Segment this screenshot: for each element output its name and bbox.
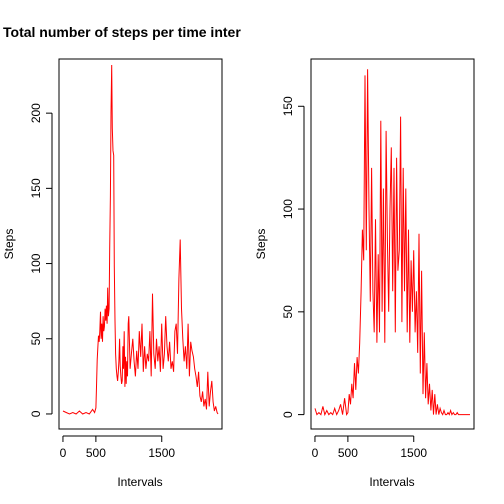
y-tick-label: 150 bbox=[281, 96, 295, 116]
panel-2-series-line bbox=[314, 69, 470, 417]
x-tick-label: 1500 bbox=[400, 446, 427, 460]
panel-1-x-axis: 0 500 1500 bbox=[60, 435, 175, 460]
panel-1-title: Total number of steps per time inter bbox=[3, 24, 241, 40]
panel-1-x-axis-label: Intervals bbox=[117, 475, 162, 489]
y-tick-label: 200 bbox=[29, 103, 43, 123]
panel-2-x-axis: 0 500 1500 bbox=[312, 435, 427, 460]
x-tick-label: 500 bbox=[338, 446, 358, 460]
panel-1-plot-box bbox=[58, 58, 223, 430]
x-tick-label: 0 bbox=[60, 446, 67, 460]
y-tick-label: 50 bbox=[281, 305, 295, 319]
y-tick-label: 0 bbox=[281, 411, 295, 418]
panel-1-series-line bbox=[62, 64, 219, 415]
x-tick-label: 0 bbox=[312, 446, 319, 460]
panel-1: Total number of steps per time inter 0 50… bbox=[2, 24, 241, 489]
y-tick-label: 100 bbox=[281, 199, 295, 219]
panel-2-x-axis-label: Intervals bbox=[369, 475, 414, 489]
y-tick-label: 50 bbox=[29, 332, 43, 346]
panel-2-plot-box bbox=[310, 58, 475, 430]
panel-1-y-axis: 0 50 100 150 200 bbox=[29, 103, 53, 417]
panel-2: 0 500 1500 0 50 100 150 Intervals Steps bbox=[254, 58, 475, 489]
panel-2-y-axis: 0 50 100 150 bbox=[281, 96, 305, 418]
y-tick-label: 150 bbox=[29, 178, 43, 198]
y-tick-label: 100 bbox=[29, 253, 43, 273]
y-tick-label: 0 bbox=[29, 410, 43, 417]
panel-2-y-axis-label: Steps bbox=[254, 229, 268, 260]
x-tick-label: 1500 bbox=[148, 446, 175, 460]
panel-1-y-axis-label: Steps bbox=[2, 229, 16, 260]
x-tick-label: 500 bbox=[86, 446, 106, 460]
